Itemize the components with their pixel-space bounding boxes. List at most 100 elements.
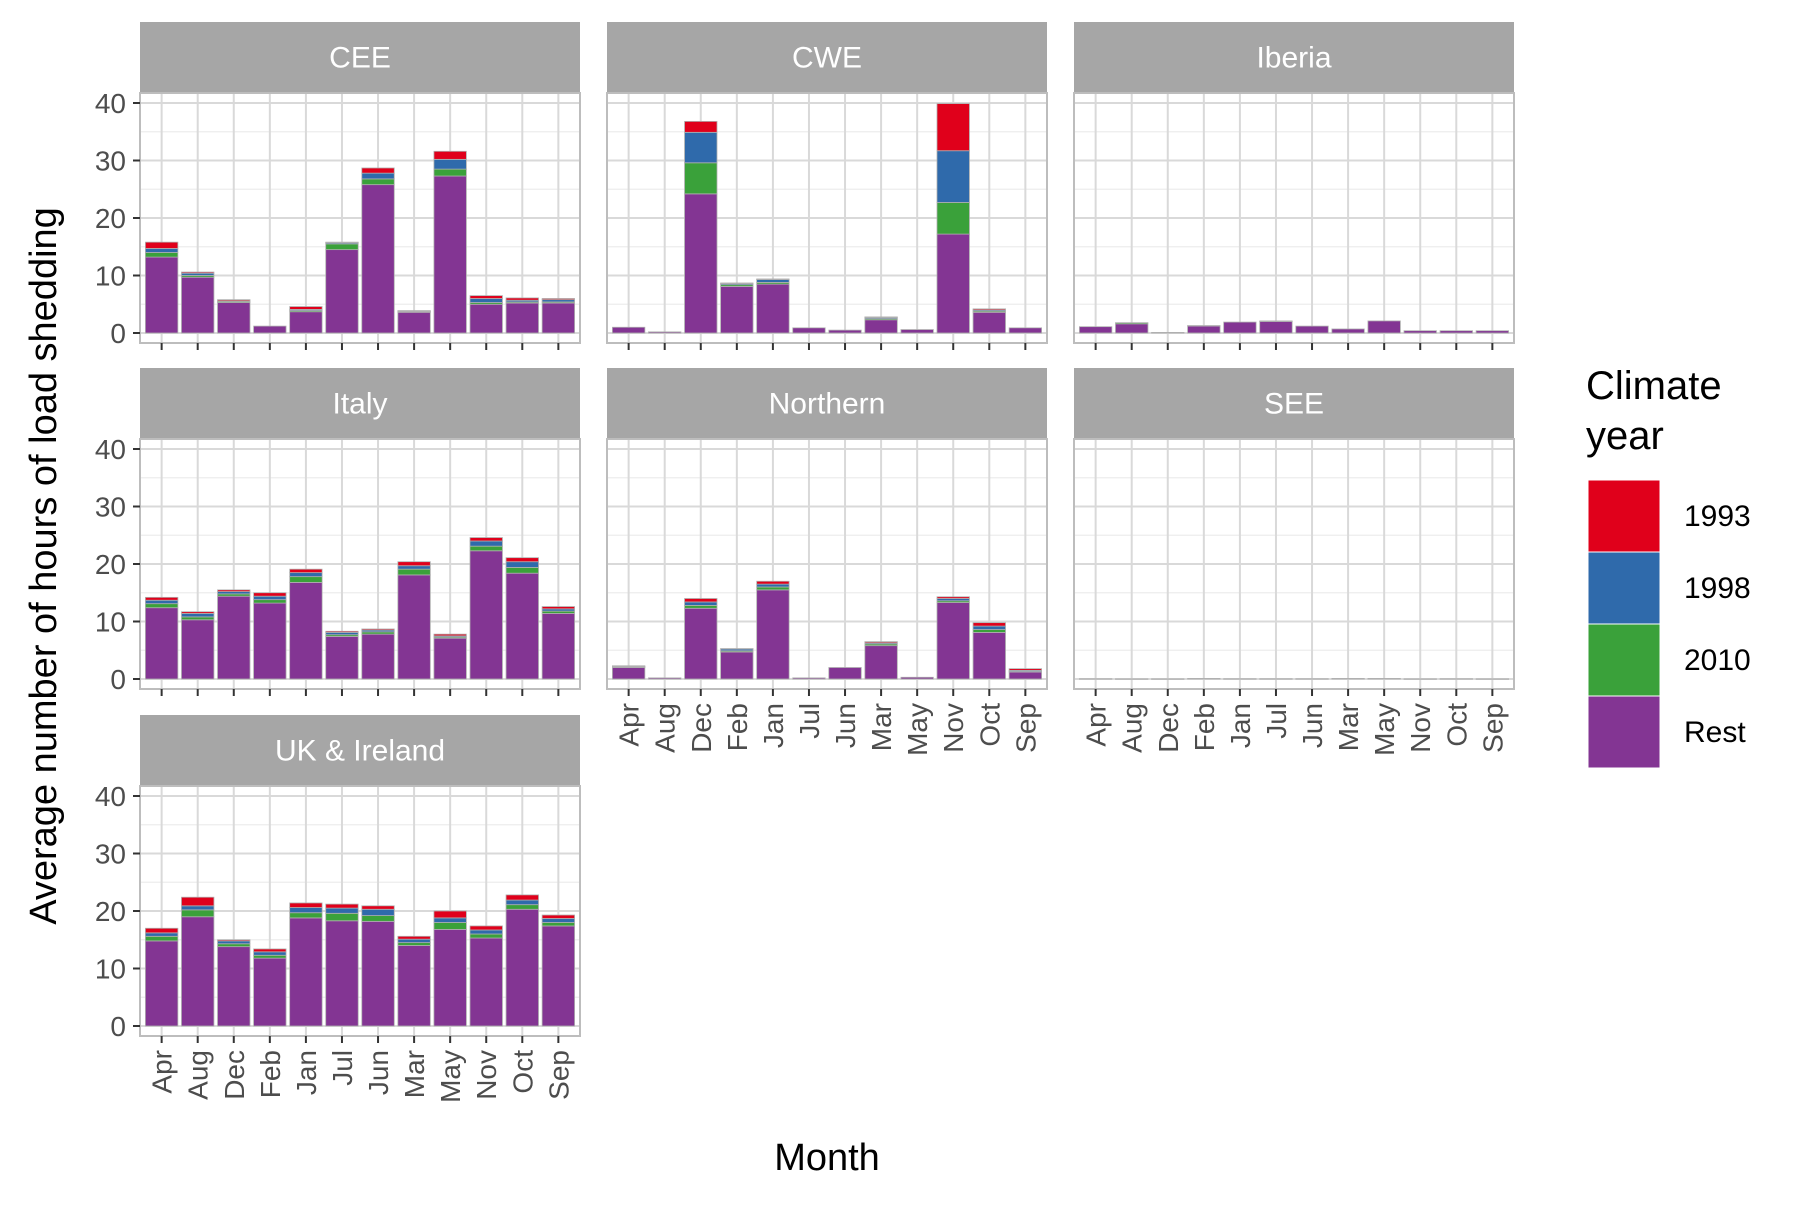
bar-segment-1998-jan bbox=[756, 279, 790, 283]
y-tick-label: 40 bbox=[95, 434, 126, 465]
bar-segment-1998-nov bbox=[469, 929, 503, 935]
bar-segment-1998-feb bbox=[253, 595, 287, 601]
bar-segment-1998-jan bbox=[756, 583, 790, 588]
bar-segment-rest-jul bbox=[325, 636, 359, 680]
bar-segment-1993-may bbox=[433, 150, 467, 160]
bar-segment-rest-may bbox=[900, 329, 934, 334]
bar-segment-2010-oct bbox=[972, 629, 1006, 633]
bar-segment-rest-apr bbox=[612, 667, 646, 680]
bar-segment-2010-oct bbox=[505, 567, 539, 574]
bar-segment-1998-jul bbox=[325, 907, 359, 914]
bar-segment-rest-aug bbox=[1115, 678, 1149, 680]
bar-segment-1993-sep bbox=[541, 606, 575, 610]
bar-segment-1998-dec bbox=[684, 601, 718, 606]
x-tick-label: Dec bbox=[1153, 703, 1184, 753]
bar-segment-rest-aug bbox=[181, 276, 215, 334]
strip-background bbox=[1074, 368, 1514, 439]
bar-segment-1993-feb bbox=[253, 592, 287, 597]
y-tick-label: 10 bbox=[95, 607, 126, 638]
bar-segment-rest-dec bbox=[1151, 678, 1185, 680]
bar-segment-rest-jun bbox=[828, 667, 862, 680]
bar-segment-rest-feb bbox=[1187, 325, 1221, 334]
bar-segment-1993-mar bbox=[397, 935, 431, 940]
y-tick-label: 30 bbox=[95, 492, 126, 523]
bar-segment-1993-mar bbox=[397, 561, 431, 567]
y-tick-label: 0 bbox=[110, 318, 126, 349]
bar-segment-1998-dec bbox=[217, 940, 251, 945]
bar-segment-2010-aug bbox=[1115, 322, 1149, 325]
bar-segment-1998-apr bbox=[145, 599, 179, 605]
bar-segment-2010-nov bbox=[469, 545, 503, 552]
x-tick-label: Sep bbox=[543, 1050, 574, 1100]
bar-segment-1998-oct bbox=[505, 899, 539, 906]
legend: Climate year 1993 1998 2010 Rest bbox=[1586, 364, 1751, 769]
bar-segment-rest-jan bbox=[756, 589, 790, 680]
strip-background bbox=[140, 22, 580, 93]
legend-key-2010 bbox=[1587, 623, 1661, 697]
x-tick-label: Jul bbox=[1261, 703, 1292, 739]
panel-cee: CEE 0 10 20 30 40 bbox=[95, 22, 581, 350]
bar-segment-rest-aug bbox=[648, 677, 682, 680]
bar-segment-rest-jul bbox=[1259, 678, 1293, 680]
x-tick-label: Dec bbox=[219, 1050, 250, 1100]
bar-segment-1998-nov bbox=[936, 150, 970, 203]
bar-segment-rest-mar bbox=[1331, 678, 1365, 680]
bar-segment-rest-jan bbox=[289, 582, 323, 680]
bar-segment-2010-jan bbox=[756, 586, 790, 591]
bar-segment-1993-jun bbox=[361, 905, 395, 910]
bar-segment-1993-nov bbox=[469, 537, 503, 542]
legend-key-1998 bbox=[1587, 551, 1661, 625]
bar-segment-1993-nov bbox=[469, 925, 503, 931]
bar-segment-rest-oct bbox=[505, 572, 539, 680]
bar-segment-2010-may bbox=[433, 168, 467, 177]
bar-segment-1993-feb bbox=[720, 282, 754, 284]
bar-segment-2010-jun bbox=[361, 178, 395, 186]
y-tick-label: 20 bbox=[95, 203, 126, 234]
bar-segment-1998-aug bbox=[181, 905, 215, 911]
bar-segment-1993-jul bbox=[325, 903, 359, 909]
bar-segment-1998-jan bbox=[289, 572, 323, 578]
x-tick-label: Oct bbox=[1441, 703, 1472, 747]
bar-segment-1993-may bbox=[433, 910, 467, 919]
x-tick-label: Jun bbox=[363, 1050, 394, 1095]
bar-segment-1998-nov bbox=[469, 540, 503, 547]
bar-segment-rest-mar bbox=[864, 319, 898, 334]
bar-segment-rest-apr bbox=[1079, 678, 1113, 680]
bar-segment-rest-sep bbox=[1008, 327, 1042, 334]
bar-segment-1993-mar bbox=[397, 310, 431, 312]
x-tick-label: May bbox=[435, 1050, 466, 1103]
bar-segment-1998-mar bbox=[397, 938, 431, 944]
strip-background bbox=[607, 22, 1047, 93]
legend-label: 2010 bbox=[1684, 644, 1751, 677]
x-tick-label: Nov bbox=[1405, 703, 1436, 753]
bar-segment-rest-sep bbox=[541, 302, 575, 334]
bar-segment-1993-jan bbox=[289, 306, 323, 310]
bar-segment-1993-jan bbox=[756, 580, 790, 585]
bar-segment-rest-dec bbox=[217, 302, 251, 334]
bar-segment-2010-dec bbox=[217, 943, 251, 948]
bar-segment-rest-oct bbox=[972, 311, 1006, 334]
bar-segment-rest-oct bbox=[1439, 330, 1473, 334]
panel-border bbox=[1073, 438, 1515, 690]
x-tick-label: Mar bbox=[1333, 703, 1364, 751]
bar-segment-1993-apr bbox=[612, 665, 646, 667]
bar-segment-1993-dec bbox=[684, 598, 718, 603]
bar-segment-1998-apr bbox=[145, 248, 179, 253]
bar-segment-rest-nov bbox=[936, 233, 970, 334]
bar-segment-2010-mar bbox=[397, 568, 431, 576]
bar-segment-rest-apr bbox=[145, 607, 179, 680]
legend-title: Climate year bbox=[1586, 364, 1722, 458]
bar-segment-2010-jul bbox=[325, 243, 359, 251]
strip-label: Northern bbox=[769, 388, 886, 421]
bar-segment-1993-mar bbox=[864, 316, 898, 318]
bar-segment-1998-may bbox=[433, 917, 467, 923]
bar-segment-rest-may bbox=[433, 175, 467, 334]
bar-segment-1998-apr bbox=[145, 932, 179, 937]
bar-segment-1998-jun bbox=[361, 172, 395, 180]
bar-segment-2010-jan bbox=[289, 912, 323, 919]
y-tick-label: 10 bbox=[95, 261, 126, 292]
y-axis-title: Average number of hours of load shedding bbox=[23, 207, 65, 925]
bar-segment-1998-oct bbox=[972, 625, 1006, 630]
bar-segment-1993-nov bbox=[936, 103, 970, 152]
bar-segment-1998-dec bbox=[684, 131, 718, 164]
